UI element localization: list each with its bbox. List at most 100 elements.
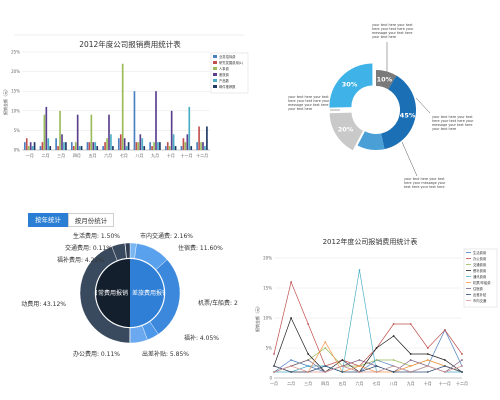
donut-slice-label: 20% — [338, 126, 354, 134]
x-tick-label: 八月 — [390, 381, 398, 386]
series-line — [273, 317, 463, 373]
data-point — [307, 365, 310, 367]
bar — [102, 146, 104, 150]
center-left-label: 日常费用报销 — [92, 289, 128, 297]
legend-label: 出差补贴 — [473, 292, 487, 297]
bar — [80, 146, 83, 150]
data-point — [426, 353, 429, 355]
bar — [155, 91, 157, 150]
bar — [159, 142, 161, 150]
y-tick-label: 15% — [11, 89, 20, 94]
pie-slice-label: 动费用: 43.12% — [21, 300, 66, 308]
bar — [112, 146, 114, 150]
y-axis-label: 报销金额（元） — [254, 304, 260, 332]
pie-slice-label: 福补费用: 4.22% — [57, 256, 104, 264]
data-point — [461, 365, 463, 367]
data-point — [392, 323, 395, 325]
bar — [49, 146, 52, 150]
callout-text: your text here your text here your text h… — [372, 23, 414, 39]
bar — [31, 146, 34, 150]
bar — [88, 142, 91, 150]
bar — [25, 138, 28, 150]
data-point — [375, 365, 378, 367]
pie-slice-label: 福补: 4.05% — [184, 334, 219, 342]
x-tick-label: 十月 — [167, 152, 175, 158]
donut-slice — [329, 63, 373, 108]
series-line — [273, 365, 463, 373]
pie-slice — [124, 242, 131, 259]
chart-title: 2012年度公司报销费用统计表 — [79, 39, 181, 49]
bar — [166, 142, 169, 150]
bar — [92, 142, 95, 150]
bar — [27, 146, 30, 150]
data-point — [426, 365, 429, 367]
x-tick-label: 二月 — [42, 153, 50, 158]
data-point — [461, 359, 463, 361]
legend-label: 差旅费 — [219, 72, 230, 77]
x-tick-label: 十二月 — [456, 380, 468, 386]
y-tick-label: 5% — [266, 346, 273, 351]
bar — [110, 134, 112, 150]
legend-swatch — [213, 73, 217, 76]
legend-swatch — [213, 61, 217, 64]
bar — [172, 134, 175, 150]
series-line — [273, 365, 463, 373]
bar — [182, 138, 185, 150]
data-point — [444, 371, 446, 373]
data-point — [273, 365, 275, 367]
bar — [188, 106, 191, 150]
bar — [70, 142, 73, 150]
tab-monthly[interactable]: 按月份统计 — [68, 213, 114, 227]
donut-slice-label: 45% — [400, 112, 416, 120]
bar — [198, 126, 200, 150]
bar — [108, 114, 110, 150]
y-tick-label: 0% — [14, 148, 21, 153]
center-right-label: 差旅费用报销 — [132, 289, 168, 297]
x-tick-label: 七月 — [120, 152, 128, 158]
legend-label: 人事费 — [219, 66, 230, 71]
x-tick-label: 六月 — [355, 380, 363, 386]
callout-text: your text here your text here your text h… — [288, 95, 330, 111]
data-point — [307, 359, 310, 361]
inner-right-half — [130, 259, 164, 327]
data-point — [375, 371, 378, 373]
legend-box — [210, 52, 249, 94]
data-point — [426, 347, 429, 349]
legend-label: 通讯费用 — [473, 274, 486, 279]
data-point — [392, 365, 395, 367]
legend-label: 办公费用 — [473, 256, 486, 261]
legend-swatch — [213, 67, 217, 70]
legend-label: 产品数 — [219, 78, 230, 83]
bar — [149, 142, 151, 150]
bar — [57, 146, 59, 150]
data-point — [324, 365, 327, 367]
pie-slice-label: 生活费用: 1.50% — [73, 232, 120, 240]
legend-label: 生活费用 — [473, 250, 486, 255]
bar — [106, 138, 108, 150]
bar — [137, 142, 140, 150]
bar — [33, 142, 36, 150]
legend-label: 研究发展费用(L) — [219, 60, 243, 65]
bar — [153, 142, 155, 150]
bar — [127, 142, 130, 150]
data-point — [290, 371, 292, 373]
data-point — [273, 353, 275, 355]
bar — [90, 114, 93, 150]
legend-label: 邮件推荐数 — [219, 84, 236, 89]
bar — [135, 142, 138, 150]
x-tick-label: 四月 — [73, 153, 81, 158]
data-point — [290, 359, 292, 361]
bar — [206, 126, 208, 150]
y-tick-label: 20% — [263, 256, 272, 261]
x-tick-label: 七月 — [373, 380, 381, 386]
data-point — [392, 371, 395, 373]
tab-yearly[interactable]: 按年统计 — [28, 213, 68, 227]
bar — [96, 146, 99, 150]
legend-label: 住宿费 — [473, 286, 484, 291]
pie-slice-label: 交通费用: 0.11% — [65, 244, 112, 252]
bar — [139, 134, 142, 150]
bar — [196, 142, 198, 150]
y-axis-label: 报销金额（元） — [2, 87, 8, 115]
data-point — [307, 323, 310, 325]
bar — [204, 146, 206, 150]
